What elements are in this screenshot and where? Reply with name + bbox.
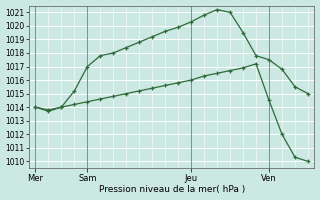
X-axis label: Pression niveau de la mer( hPa ): Pression niveau de la mer( hPa ) bbox=[99, 185, 245, 194]
